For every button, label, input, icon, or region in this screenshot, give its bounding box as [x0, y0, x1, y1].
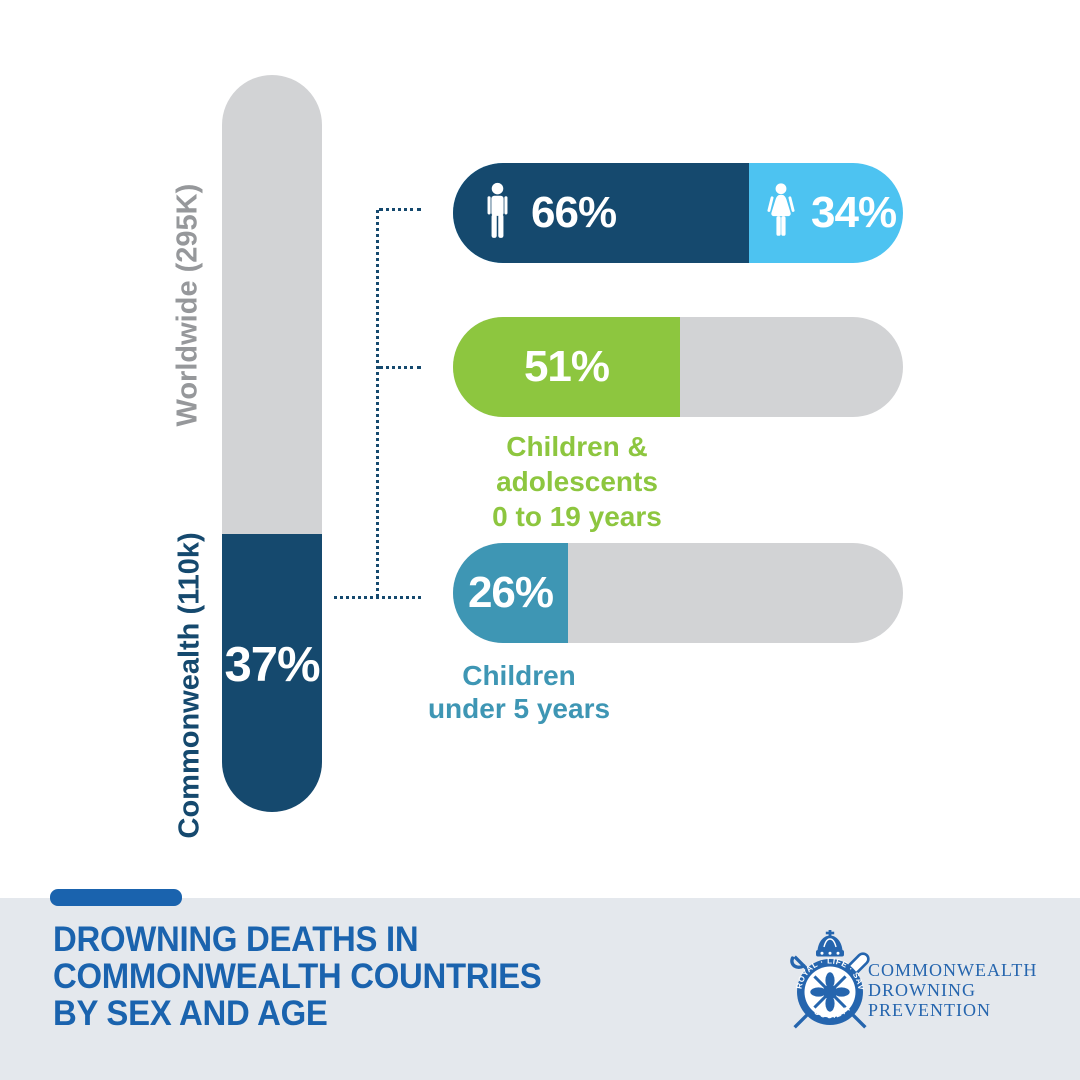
- page-title: DROWNING DEATHS IN COMMONWEALTH COUNTRIE…: [53, 920, 542, 1033]
- connector-line-middle: [379, 366, 421, 369]
- children-under5-label-line2: under 5 years: [427, 693, 611, 724]
- commonwealth-axis-label: Commonwealth (110k): [173, 532, 206, 839]
- commonwealth-share-value: 37%: [224, 638, 320, 692]
- children-under5-label-line1: Children: [462, 660, 576, 691]
- children-under5-fill: 26%: [453, 543, 568, 643]
- female-share-value: 34%: [811, 188, 897, 237]
- connector-line-bottom: [334, 596, 421, 599]
- logo-wordmark-line2: DROWNING: [868, 980, 976, 1000]
- male-icon: [487, 182, 508, 238]
- children-adolescents-label-line1: Children & adolescents: [496, 431, 658, 497]
- children-under5-label: Children under 5 years: [369, 659, 669, 725]
- children-adolescents-label-line2: 0 to 19 years: [492, 501, 662, 532]
- children-adolescents-fill: 51%: [453, 317, 680, 417]
- male-segment: 66%: [453, 163, 749, 263]
- page-title-line1: DROWNING DEATHS IN: [53, 920, 419, 959]
- female-segment: 34%: [749, 163, 903, 263]
- worldwide-axis-label: Worldwide (295K): [171, 183, 204, 427]
- children-adolescents-label: Children & adolescents 0 to 19 years: [427, 429, 727, 534]
- male-share-value: 66%: [531, 188, 617, 237]
- worldwide-vs-commonwealth-bar: 37%: [222, 75, 322, 812]
- children-adolescents-bar: 51%: [453, 317, 903, 417]
- crown-icon: [816, 930, 844, 957]
- title-accent-bar: [50, 889, 182, 906]
- logo-wordmark-line3: PREVENTION: [868, 1000, 991, 1020]
- children-under5-bar: 26%: [453, 543, 903, 643]
- logo-wordmark: COMMONWEALTH DROWNING PREVENTION: [868, 960, 1037, 1020]
- commonwealth-share-fill: 37%: [222, 534, 322, 812]
- connector-line-top: [379, 208, 421, 211]
- logo-wordmark-line1: COMMONWEALTH: [868, 960, 1038, 980]
- children-adolescents-value: 51%: [523, 342, 610, 391]
- page-title-line2: COMMONWEALTH COUNTRIES: [53, 957, 542, 996]
- female-icon: [767, 183, 795, 236]
- footer-panel: [0, 898, 1080, 1080]
- children-under5-value: 26%: [467, 568, 554, 617]
- page-title-line3: BY SEX AND AGE: [53, 994, 328, 1033]
- rlss-crest-icon: ROYAL · LIFE · SAVING SOCIETY: [780, 930, 870, 1029]
- connector-line-vertical: [376, 210, 379, 597]
- sex-split-bar: 66% 34%: [453, 163, 903, 263]
